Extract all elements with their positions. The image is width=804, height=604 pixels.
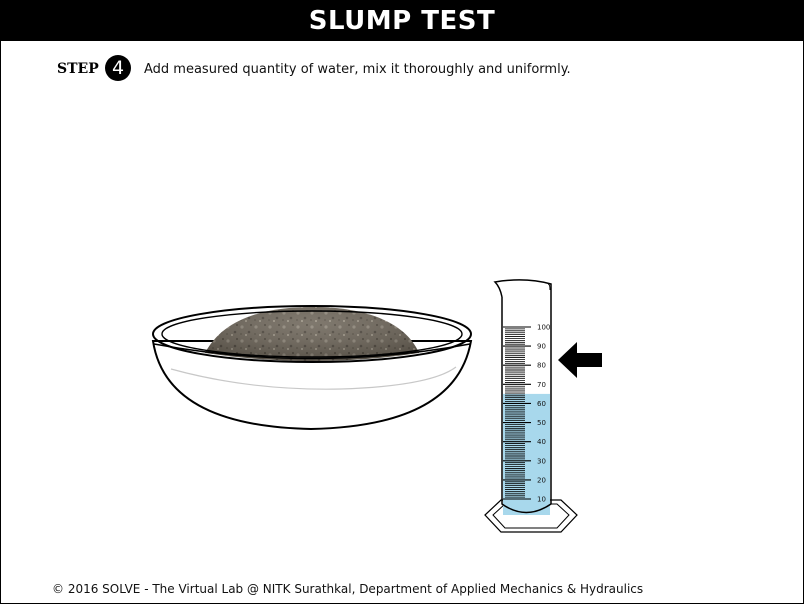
graduation-label: 40 [537,438,546,446]
graduation-label: 10 [537,496,546,504]
graduation-label: 60 [537,400,546,408]
graduation-label: 70 [537,381,546,389]
step-label: STEP [57,61,99,77]
copyright-footer: © 2016 SOLVE - The Virtual Lab @ NITK Su… [52,582,644,596]
lab-scene: 100 90 80 70 60 50 40 30 20 10 [151,279,602,533]
graduation-label: 20 [537,476,546,484]
measuring-cylinder: 100 90 80 70 60 50 40 30 20 10 [484,279,578,533]
graduation-label: 100 [537,324,550,332]
graduation-label: 80 [537,362,546,370]
graduation-labels: 100 90 80 70 60 50 40 30 20 10 [537,324,550,504]
left-arrow-icon [558,342,602,378]
graduation-label: 50 [537,419,546,427]
dry-concrete-mix [205,307,419,361]
mixing-pan [151,305,473,431]
graduation-label: 90 [537,343,546,351]
graduation-marks [503,326,531,500]
graduation-label: 30 [537,457,546,465]
page-title: SLUMP TEST [1,1,803,41]
step-number-badge: 4 [105,55,131,81]
step-instruction-text: Add measured quantity of water, mix it t… [144,62,571,77]
